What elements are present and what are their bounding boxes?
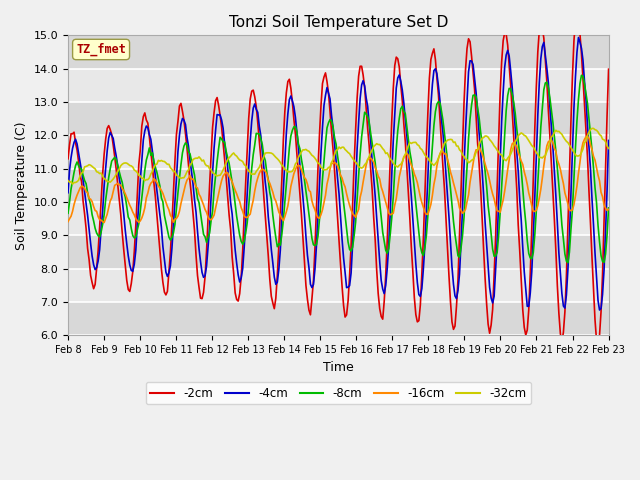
Bar [68, 302, 609, 336]
Title: Tonzi Soil Temperature Set D: Tonzi Soil Temperature Set D [228, 15, 448, 30]
X-axis label: Time: Time [323, 360, 354, 373]
Bar [68, 36, 609, 69]
Bar [68, 102, 609, 135]
Legend: -2cm, -4cm, -8cm, -16cm, -32cm: -2cm, -4cm, -8cm, -16cm, -32cm [145, 382, 531, 404]
Bar [68, 202, 609, 235]
Bar [68, 69, 609, 102]
Text: TZ_fmet: TZ_fmet [76, 43, 126, 56]
Bar [68, 168, 609, 202]
Bar [68, 235, 609, 269]
Y-axis label: Soil Temperature (C): Soil Temperature (C) [15, 121, 28, 250]
Bar [68, 135, 609, 168]
Bar [68, 269, 609, 302]
